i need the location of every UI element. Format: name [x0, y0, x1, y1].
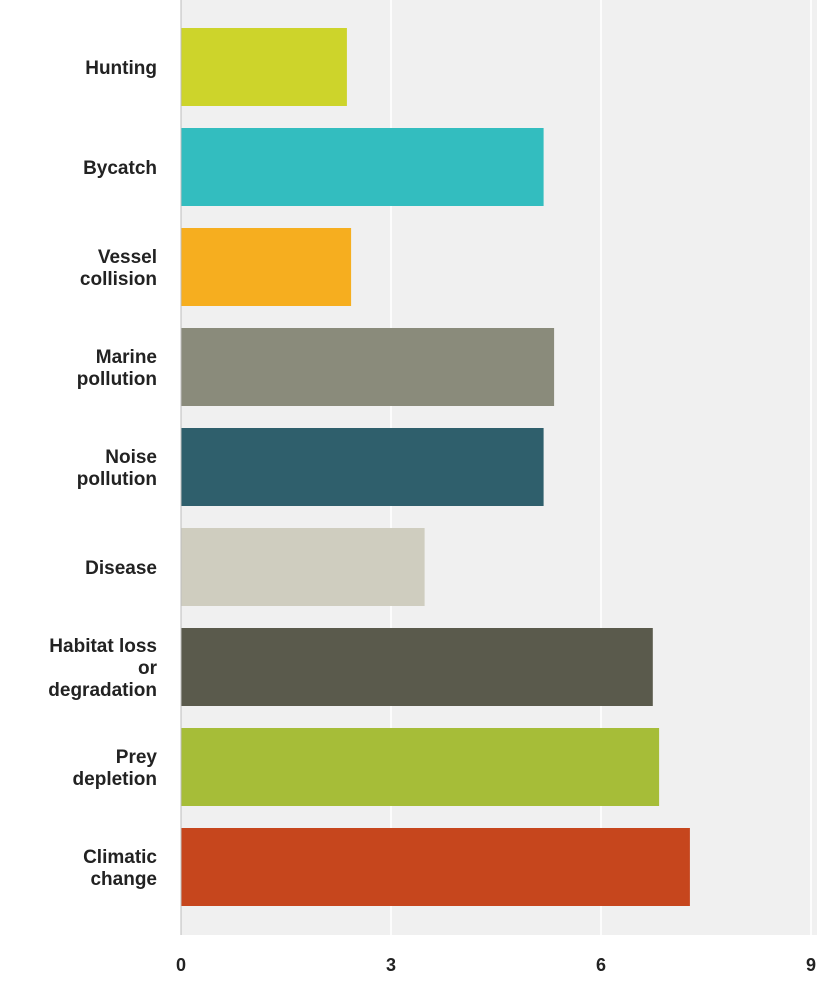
bar-4 — [181, 428, 544, 506]
bar-3 — [181, 328, 555, 406]
bar-2 — [181, 228, 352, 306]
category-label-6-0: Habitat loss — [49, 636, 157, 657]
category-label-8-1: change — [90, 869, 157, 890]
category-label-7-1: depletion — [73, 769, 157, 790]
bar-8 — [181, 828, 690, 906]
x-tick-labels: 0 3 6 9 — [176, 955, 816, 975]
category-label-6-2: degradation — [48, 680, 157, 701]
category-label-7-0: Prey — [116, 747, 158, 768]
bar-5 — [181, 528, 425, 606]
category-label-4-0: Noise — [105, 447, 157, 468]
category-label-3-0: Marine — [96, 347, 157, 368]
bar-0 — [181, 28, 347, 106]
category-label-2-0: Vessel — [98, 247, 157, 268]
category-label-3-1: pollution — [77, 369, 157, 390]
category-label-6-1: or — [138, 658, 158, 679]
bars — [181, 28, 690, 906]
x-tick-label-1: 3 — [386, 955, 396, 975]
category-label-8-0: Climatic — [83, 847, 157, 868]
category-label-1-0: Bycatch — [83, 158, 157, 179]
x-tick-label-0: 0 — [176, 955, 186, 975]
category-labels: HuntingBycatchVesselcollisionMarinepollu… — [48, 58, 157, 890]
category-label-0-0: Hunting — [85, 58, 157, 79]
bar-6 — [181, 628, 653, 706]
bar-1 — [181, 128, 544, 206]
category-label-5-0: Disease — [85, 558, 157, 579]
bar-7 — [181, 728, 660, 806]
x-tick-label-2: 6 — [596, 955, 606, 975]
category-label-4-1: pollution — [77, 469, 157, 490]
category-label-2-1: collision — [80, 269, 157, 290]
x-tick-label-3: 9 — [806, 955, 816, 975]
